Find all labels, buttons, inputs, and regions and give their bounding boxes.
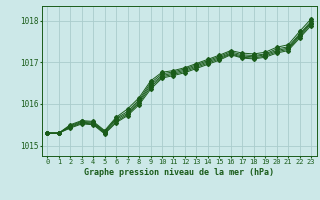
X-axis label: Graphe pression niveau de la mer (hPa): Graphe pression niveau de la mer (hPa)	[84, 168, 274, 177]
